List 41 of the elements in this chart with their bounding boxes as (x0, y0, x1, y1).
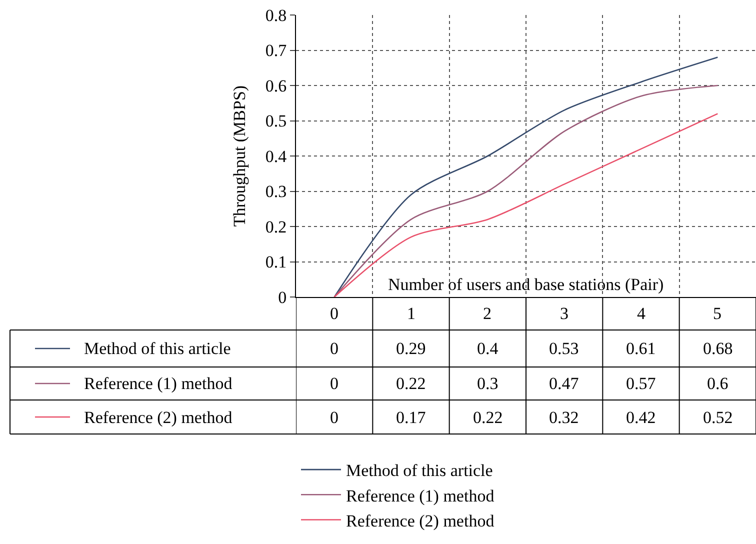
data-label: 0.17 (396, 408, 426, 427)
x-tick-label: 1 (407, 304, 416, 323)
data-label: 0.22 (473, 408, 503, 427)
x-tick-label: 3 (560, 304, 568, 323)
text: Method of this article (346, 461, 493, 480)
data-label: 0.32 (549, 408, 579, 427)
data-label: 0.53 (549, 339, 579, 358)
data-label: 0 (330, 374, 338, 393)
text: Reference (2) method (346, 511, 494, 530)
y-tick-label: 0.7 (265, 41, 288, 60)
data-label: 0.6 (707, 374, 728, 393)
legend-label: Method of this article (84, 339, 231, 358)
data-label: 0.29 (396, 339, 426, 358)
y-tick-label: 0.2 (265, 217, 287, 236)
x-tick-label: 5 (713, 304, 722, 323)
x-tick-label: 0 (330, 304, 338, 323)
y-axis-title: Throughput (MBPS) (230, 85, 249, 227)
x-axis-title: Number of users and base stations (Pair) (388, 275, 664, 294)
x-tick-label: 4 (637, 304, 646, 323)
x-tick-label: 2 (483, 304, 492, 323)
data-label: 0.22 (396, 374, 426, 393)
y-tick-label: 0.1 (265, 252, 287, 272)
data-label: 0.68 (703, 339, 733, 358)
text: Reference (1) method (346, 486, 494, 506)
data-label: 0.42 (626, 408, 656, 427)
y-tick-label: 0.3 (265, 182, 287, 202)
y-tick-label: 0.4 (265, 146, 288, 166)
data-label: 0.4 (477, 339, 499, 358)
legend-label: Reference (2) method (84, 408, 233, 427)
data-label: 0.3 (477, 374, 498, 393)
y-tick-label: 0.8 (265, 6, 287, 25)
legend-label: Reference (1) method (84, 374, 233, 393)
data-label: 0 (330, 339, 338, 358)
data-label: 0.52 (703, 408, 733, 427)
y-tick-label: 0 (278, 288, 287, 307)
y-tick-label: 0.6 (265, 76, 287, 96)
data-label: 0.61 (626, 339, 656, 358)
data-label: 0.47 (549, 374, 580, 393)
data-label: 0.57 (626, 374, 656, 393)
data-label: 0 (330, 408, 338, 427)
y-tick-label: 0.5 (265, 112, 287, 131)
